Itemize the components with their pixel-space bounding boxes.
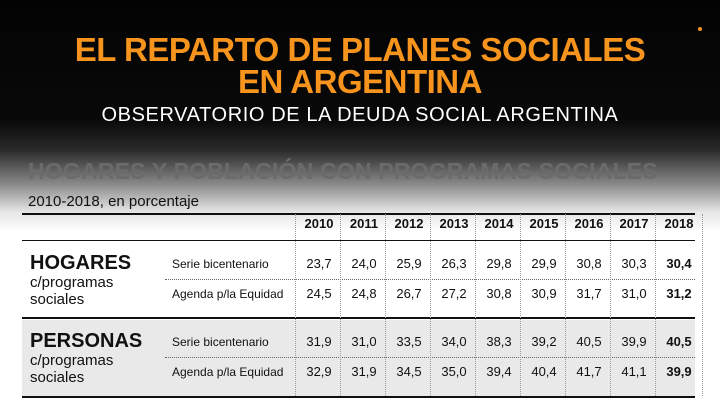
table-cell: 27,2: [441, 286, 467, 301]
header-rule: [22, 240, 695, 241]
page-subtitle: OBSERVATORIO DE LA DEUDA SOCIAL ARGENTIN…: [101, 104, 619, 126]
column-divider: [295, 214, 296, 396]
table-cell: 24,0: [351, 256, 377, 271]
year-header-cell: 2014: [484, 216, 514, 231]
table-cell: 30,8: [486, 286, 512, 301]
table-cell: 39,2: [531, 334, 557, 349]
year-header-cell: 2016: [574, 216, 604, 231]
group-label-line3: sociales: [30, 369, 85, 386]
table-bottom-rule: [22, 396, 695, 398]
page-title-line2: EN ARGENTINA: [238, 63, 482, 100]
group-label-name: HOGARES: [30, 252, 132, 274]
row-label: Serie bicentenario: [172, 257, 269, 271]
column-divider: [385, 214, 386, 396]
table-cell: 40,4: [531, 364, 557, 379]
column-divider: [430, 214, 431, 396]
table-top-rule: [22, 213, 695, 215]
column-divider: [340, 214, 341, 396]
section-title: HOGARES Y POBLACIÓN CON PROGRAMAS SOCIAL…: [28, 158, 658, 184]
year-header-cell: 2018: [664, 216, 694, 231]
table-cell: 41,1: [621, 364, 647, 379]
year-header-cell: 2011: [349, 216, 379, 231]
column-divider: [475, 214, 476, 396]
group-label-line2: c/programas: [30, 274, 114, 291]
group-divider: [22, 317, 695, 319]
section-subtitle: 2010-2018, en porcentaje: [28, 193, 199, 210]
table-cell: 30,4: [666, 256, 692, 271]
row-label: Serie bicentenario: [172, 335, 269, 349]
table-cell: 25,9: [396, 256, 422, 271]
table-cell: 29,9: [531, 256, 557, 271]
column-divider: [655, 214, 656, 396]
group-label-line2: c/programas: [30, 352, 114, 369]
table-cell: 30,3: [621, 256, 647, 271]
table-cell: 39,9: [621, 334, 647, 349]
group-label-line3: sociales: [30, 291, 85, 308]
table-cell: 31,0: [621, 286, 647, 301]
year-header-cell: 2013: [439, 216, 469, 231]
page-title-line1: EL REPARTO DE PLANES SOCIALES: [74, 31, 646, 68]
table-cell: 26,3: [441, 256, 467, 271]
group-label: HOGARES c/programas sociales: [30, 252, 131, 308]
table-cell: 34,0: [441, 334, 467, 349]
row-label: Agenda p/la Equidad: [172, 365, 284, 379]
accent-dot: [698, 27, 702, 31]
table-cell: 40,5: [576, 334, 602, 349]
year-header-cell: 2010: [304, 216, 334, 231]
table-cell: 38,3: [486, 334, 512, 349]
group-label-name: PERSONAS: [30, 330, 143, 352]
column-divider: [610, 214, 611, 396]
column-divider: [520, 214, 521, 396]
table-cell: 31,0: [351, 334, 377, 349]
table-cell: 23,7: [306, 256, 332, 271]
table-cell: 24,5: [306, 286, 332, 301]
table-cell: 41,7: [576, 364, 602, 379]
year-header-cell: 2017: [619, 216, 649, 231]
personas-band: [22, 320, 695, 398]
table-cell: 31,7: [576, 286, 602, 301]
table-cell: 33,5: [396, 334, 422, 349]
table-cell: 40,5: [666, 334, 692, 349]
year-header-cell: 2015: [529, 216, 559, 231]
table-cell: 39,9: [666, 364, 692, 379]
year-header-cell: 2012: [394, 216, 424, 231]
table-cell: 31,9: [351, 364, 377, 379]
table-cell: 39,4: [486, 364, 512, 379]
table-cell: 29,8: [486, 256, 512, 271]
column-divider: [565, 214, 566, 396]
table-cell: 31,2: [666, 286, 692, 301]
table-cell: 34,5: [396, 364, 422, 379]
table-cell: 32,9: [306, 364, 332, 379]
group-label: PERSONAS c/programas sociales: [30, 330, 142, 386]
table-cell: 31,9: [306, 334, 332, 349]
table-cell: 35,0: [441, 364, 467, 379]
table-cell: 30,9: [531, 286, 557, 301]
table-cell: 26,7: [396, 286, 422, 301]
row-label: Agenda p/la Equidad: [172, 287, 284, 301]
column-divider: [702, 214, 703, 396]
table-cell: 24,8: [351, 286, 377, 301]
table-cell: 30,8: [576, 256, 602, 271]
